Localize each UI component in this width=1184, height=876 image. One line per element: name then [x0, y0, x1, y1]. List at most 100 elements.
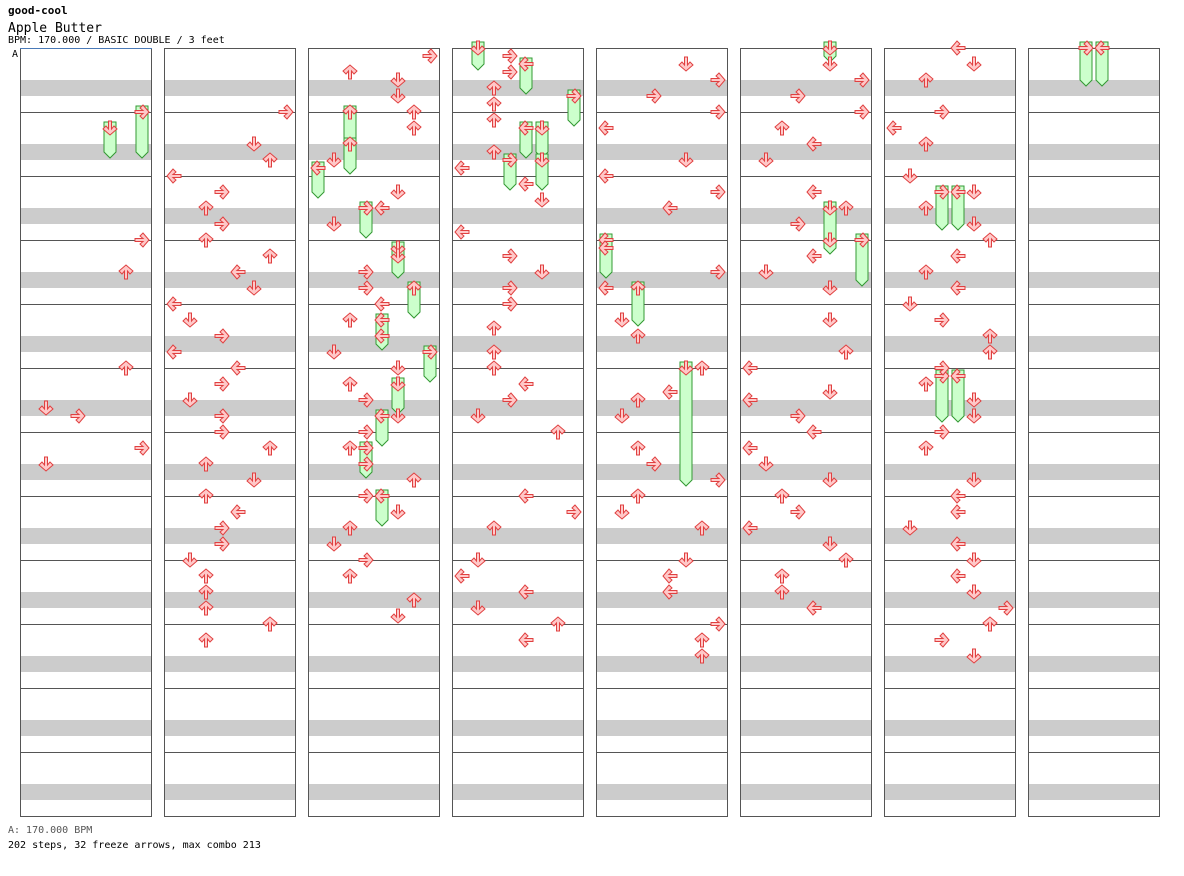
arrow-left — [166, 344, 182, 360]
arrow-right — [790, 216, 806, 232]
arrow-right — [214, 408, 230, 424]
arrow-down — [390, 72, 406, 88]
arrow-down — [390, 88, 406, 104]
arrow-left — [742, 520, 758, 536]
freeze-arrow-right — [934, 184, 950, 231]
arrow-right — [502, 48, 518, 64]
arrow-down — [966, 56, 982, 72]
arrow-right — [502, 248, 518, 264]
freeze-arrow-left — [518, 120, 534, 159]
arrow-up — [982, 232, 998, 248]
arrow-right — [70, 408, 86, 424]
arrow-left — [662, 200, 678, 216]
arrow-left — [662, 584, 678, 600]
arrow-up — [838, 344, 854, 360]
freeze-arrow-down — [678, 360, 694, 487]
arrow-down — [534, 264, 550, 280]
arrow-left — [374, 328, 390, 344]
arrow-right — [790, 88, 806, 104]
arrow-up — [774, 120, 790, 136]
chart-column — [596, 48, 728, 817]
arrow-left — [518, 376, 534, 392]
chart-column — [164, 48, 296, 817]
arrow-down — [966, 472, 982, 488]
arrow-left — [886, 120, 902, 136]
freeze-arrow-left — [598, 232, 614, 279]
arrow-down — [390, 360, 406, 376]
freeze-arrow-right — [422, 344, 438, 383]
arrow-up — [550, 616, 566, 632]
freeze-arrow-left — [374, 408, 390, 447]
arrow-left — [950, 504, 966, 520]
arrow-left — [742, 392, 758, 408]
arrow-right — [214, 376, 230, 392]
arrow-right — [358, 392, 374, 408]
arrow-up — [198, 488, 214, 504]
arrow-up — [406, 472, 422, 488]
arrow-right — [934, 360, 950, 376]
arrow-left — [374, 296, 390, 312]
arrow-up — [198, 232, 214, 248]
freeze-arrow-right — [134, 104, 150, 159]
arrow-up — [118, 264, 134, 280]
arrow-down — [534, 192, 550, 208]
arrow-right — [422, 48, 438, 64]
arrow-left — [518, 584, 534, 600]
arrow-left — [454, 568, 470, 584]
arrow-down — [678, 56, 694, 72]
arrow-right — [934, 632, 950, 648]
arrow-up — [198, 456, 214, 472]
arrow-down — [246, 136, 262, 152]
freeze-arrow-right — [854, 232, 870, 287]
arrow-left — [598, 120, 614, 136]
freeze-arrow-down — [470, 40, 486, 71]
arrow-up — [982, 616, 998, 632]
arrow-right — [710, 616, 726, 632]
arrow-right — [358, 424, 374, 440]
freeze-arrow-down — [534, 120, 550, 159]
arrow-up — [630, 440, 646, 456]
arrow-down — [182, 392, 198, 408]
arrow-down — [614, 504, 630, 520]
arrow-up — [262, 152, 278, 168]
arrow-right — [134, 232, 150, 248]
arrow-up — [774, 568, 790, 584]
chart-info: BPM: 170.000 / BASIC DOUBLE / 3 feet — [8, 35, 225, 46]
arrow-down — [390, 608, 406, 624]
arrow-up — [342, 376, 358, 392]
arrow-right — [790, 408, 806, 424]
arrow-left — [806, 600, 822, 616]
arrow-down — [966, 392, 982, 408]
arrow-up — [486, 520, 502, 536]
chart-column — [308, 48, 440, 817]
freeze-arrow-down — [102, 120, 118, 159]
arrow-up — [118, 360, 134, 376]
freeze-arrow-up — [406, 280, 422, 319]
arrow-up — [262, 616, 278, 632]
arrow-down — [966, 184, 982, 200]
arrow-up — [342, 568, 358, 584]
arrow-down — [614, 312, 630, 328]
arrow-left — [518, 176, 534, 192]
arrow-up — [342, 440, 358, 456]
arrow-left — [166, 296, 182, 312]
arrow-down — [966, 552, 982, 568]
arrow-right — [214, 328, 230, 344]
freeze-arrow-left — [518, 56, 534, 95]
arrow-right — [358, 456, 374, 472]
arrow-right — [214, 216, 230, 232]
arrow-left — [742, 360, 758, 376]
arrow-left — [454, 224, 470, 240]
arrow-down — [822, 536, 838, 552]
arrow-down — [822, 56, 838, 72]
arrow-up — [838, 552, 854, 568]
arrow-left — [950, 248, 966, 264]
arrow-right — [214, 520, 230, 536]
arrow-down — [326, 216, 342, 232]
arrow-right — [358, 280, 374, 296]
arrow-left — [598, 240, 614, 256]
arrow-up — [486, 344, 502, 360]
chart-column — [20, 48, 152, 817]
arrow-up — [486, 320, 502, 336]
chart-column — [884, 48, 1016, 817]
